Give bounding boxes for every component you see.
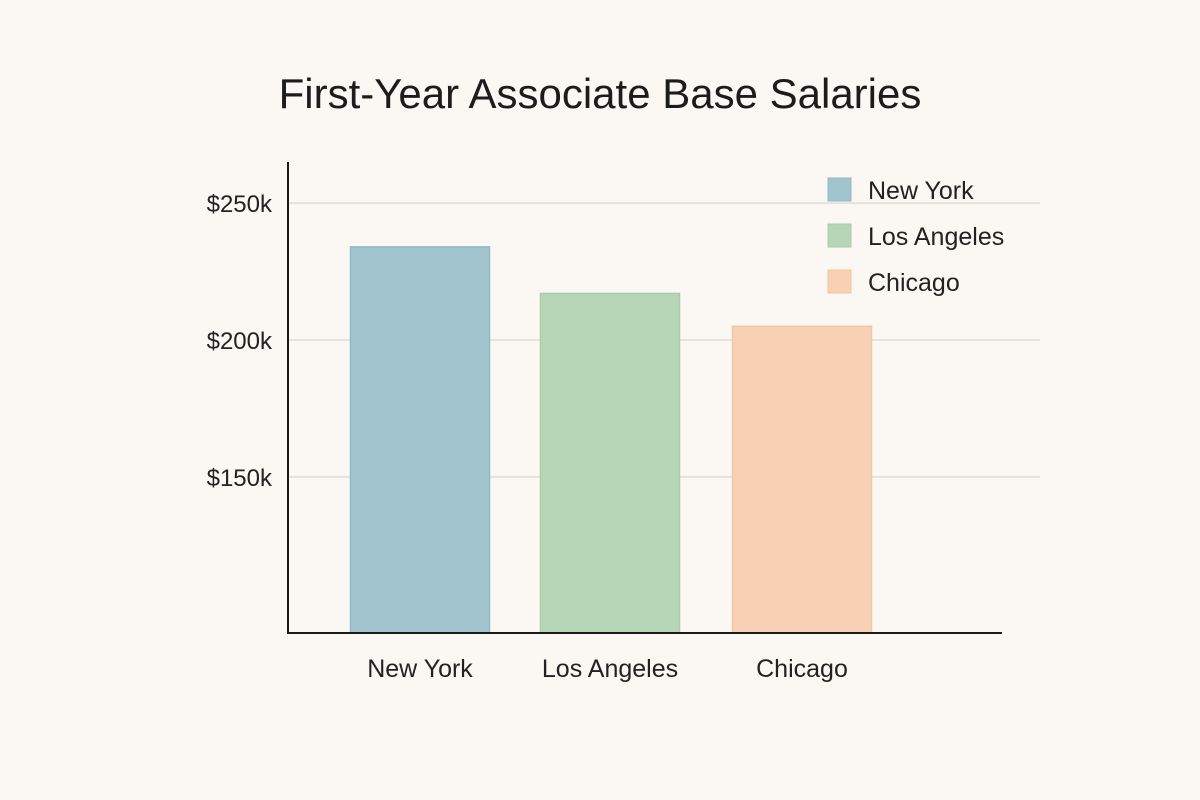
axes xyxy=(287,162,1002,634)
legend-swatch xyxy=(827,177,852,202)
bar-new-york xyxy=(349,246,491,634)
bar-chicago xyxy=(731,325,873,634)
y-tick-labels: $150k $200k $250k xyxy=(207,191,273,492)
legend-swatch xyxy=(827,269,852,294)
chart-title: First-Year Associate Base Salaries xyxy=(279,70,922,117)
legend-label: Chicago xyxy=(868,269,960,297)
legend-label: New York xyxy=(868,177,974,205)
y-tick-label: $150k xyxy=(207,465,273,492)
x-tick-label: Los Angeles xyxy=(542,655,678,683)
y-tick-label: $250k xyxy=(207,191,273,218)
bar-los-angeles xyxy=(539,292,681,634)
y-tick-label: $200k xyxy=(207,328,273,355)
x-tick-labels: New York Los Angeles Chicago xyxy=(367,655,848,683)
x-tick-label: New York xyxy=(367,655,473,683)
x-tick-label: Chicago xyxy=(756,655,848,683)
bars xyxy=(349,246,873,634)
legend-swatch xyxy=(827,223,852,248)
legend-label: Los Angeles xyxy=(868,223,1004,251)
legend: New York Los Angeles Chicago xyxy=(827,177,1004,297)
